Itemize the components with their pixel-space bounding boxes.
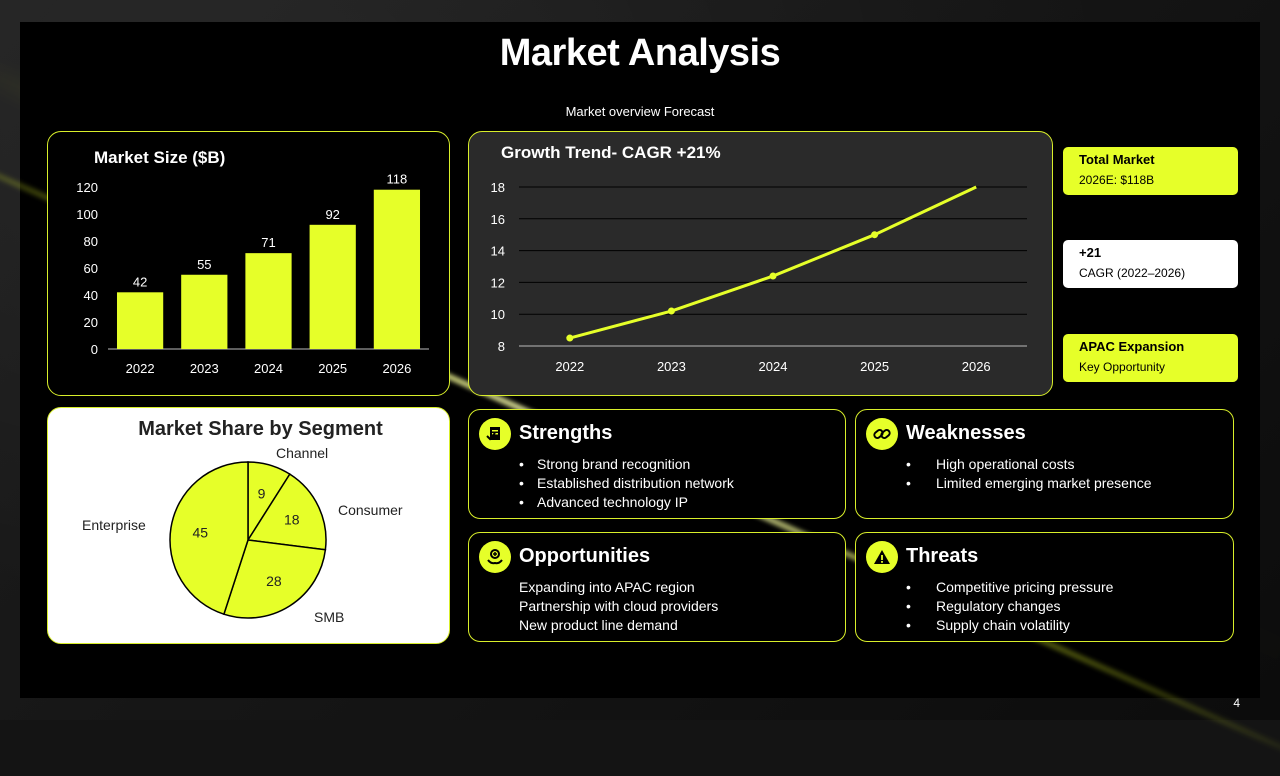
y-tick-label: 20	[84, 315, 98, 330]
list-item: Regulatory changes	[906, 597, 1113, 616]
swot-title: Weaknesses	[906, 422, 1026, 444]
x-tick-label: 2024	[254, 361, 283, 376]
page-number: 4	[1233, 696, 1240, 710]
data-label: 71	[261, 235, 275, 250]
swot-opportunities: Opportunities Expanding into APAC region…	[468, 532, 846, 642]
kpi-sub: Key Opportunity	[1079, 360, 1166, 374]
data-label: 118	[387, 172, 408, 187]
y-tick-label: 40	[84, 288, 98, 303]
data-label: 45	[192, 524, 208, 540]
bar	[373, 189, 421, 349]
list-item: High operational costs	[906, 455, 1152, 474]
x-tick-label: 2026	[382, 361, 411, 376]
growth-trend-panel: Growth Trend- CAGR +21% 8 10 12 14 16 18 2022 2…	[468, 131, 1053, 396]
y-tick-label: 14	[491, 244, 505, 259]
y-tick-label: 120	[76, 180, 98, 195]
y-tick-label: 10	[491, 307, 505, 322]
line-chart: 8 10 12 14 16 18 2022 2023 2024 2025 2026	[491, 180, 1027, 374]
swot-weaknesses: Weaknesses High operational costs Limite…	[855, 409, 1234, 519]
y-tick-label: 100	[76, 207, 98, 222]
page-subtitle: Market overview Forecast	[565, 104, 715, 119]
pie-slice	[222, 539, 327, 619]
data-point	[667, 307, 675, 315]
slice-label: Consumer	[338, 502, 403, 518]
y-tick-label: 0	[91, 342, 98, 357]
market-size-panel: Market Size ($B) 0 20 40 60 80 100 120 42 2022 55…	[47, 131, 450, 396]
bar	[309, 224, 356, 349]
list-item: Competitive pricing pressure	[906, 578, 1113, 597]
bar-chart-title: Market Size ($B)	[94, 148, 226, 167]
kpi-title: APAC Expansion	[1079, 339, 1185, 354]
warning-icon	[866, 541, 898, 573]
pie-chart: 9 Channel 18 Consumer 28 SMB 45 Enterprise	[82, 445, 403, 625]
kpi-title: +21	[1079, 245, 1102, 260]
bar-chart: 0 20 40 60 80 100 120 42 2022 55 2023 71 2024 92 2025 1…	[76, 172, 429, 376]
pie-slice	[246, 473, 327, 551]
x-tick-label: 2022	[555, 359, 584, 374]
kpi-cagr: +21 CAGR (2022–2026)	[1063, 240, 1238, 288]
kpi-total-market: Total Market 2026E: $118B	[1063, 147, 1238, 195]
kpi-sub: CAGR (2022–2026)	[1079, 266, 1186, 280]
swot-threats: Threats Competitive pricing pressure Reg…	[855, 532, 1234, 642]
bar	[116, 292, 164, 349]
pie-chart-title: Market Share by Segment	[138, 418, 383, 440]
y-tick-label: 16	[491, 212, 505, 227]
line-chart-title: Growth Trend- CAGR +21%	[501, 143, 721, 162]
page-title: Market Analysis	[499, 32, 781, 74]
data-label: 92	[325, 207, 339, 222]
y-tick-label: 60	[84, 261, 98, 276]
strengths-list: Strong brand recognition Established dis…	[519, 455, 734, 512]
data-label: 18	[284, 511, 300, 527]
data-label: 55	[197, 257, 211, 272]
bar	[245, 253, 292, 349]
bar	[181, 274, 228, 349]
data-point	[769, 272, 777, 280]
list-item: Expanding into APAC region	[519, 579, 695, 595]
data-label: 42	[133, 274, 147, 289]
x-tick-label: 2023	[190, 361, 219, 376]
swot-title: Threats	[906, 545, 979, 567]
kpi-title: Total Market	[1079, 152, 1155, 167]
slice-label: SMB	[314, 609, 344, 625]
threats-list: Competitive pricing pressure Regulatory …	[906, 578, 1113, 635]
list-item: Limited emerging market presence	[906, 474, 1152, 493]
y-tick-label: 12	[491, 275, 505, 290]
list-item: Strong brand recognition	[519, 455, 734, 474]
slice-label: Channel	[276, 445, 328, 461]
x-tick-label: 2025	[860, 359, 889, 374]
list-item: Established distribution network	[519, 474, 734, 493]
weaknesses-list: High operational costs Limited emerging …	[906, 455, 1152, 493]
list-item: New product line demand	[519, 617, 678, 633]
list-item: Advanced technology IP	[519, 493, 734, 512]
document-check-icon	[479, 418, 511, 450]
x-tick-label: 2023	[657, 359, 686, 374]
kpi-sub: 2026E: $118B	[1079, 173, 1155, 187]
data-point	[566, 334, 574, 342]
y-tick-label: 18	[491, 180, 505, 195]
y-tick-label: 80	[84, 234, 98, 249]
slice-label: Enterprise	[82, 517, 146, 533]
list-item: Partnership with cloud providers	[519, 598, 719, 614]
swot-title: Strengths	[519, 422, 613, 444]
list-item: Supply chain volatility	[906, 616, 1113, 635]
series-line	[569, 185, 977, 340]
market-share-panel: Market Share by Segment 9 Channel 18 Consum…	[47, 407, 450, 644]
data-label: 28	[266, 573, 282, 589]
swot-title: Opportunities	[519, 545, 651, 567]
pie-slice	[169, 461, 249, 616]
kpi-apac: APAC Expansion Key Opportunity	[1063, 334, 1238, 382]
y-tick-label: 8	[498, 339, 505, 354]
swot-strengths: Strengths Strong brand recognition Estab…	[468, 409, 846, 519]
growth-hand-icon	[479, 541, 511, 573]
x-tick-label: 2025	[318, 361, 347, 376]
x-tick-label: 2024	[759, 359, 788, 374]
data-point	[871, 231, 879, 239]
broken-link-icon	[866, 418, 898, 450]
data-label: 9	[258, 486, 266, 502]
x-tick-label: 2022	[126, 361, 155, 376]
x-tick-label: 2026	[962, 359, 991, 374]
opportunities-list: Expanding into APAC region Partnership w…	[519, 578, 718, 635]
